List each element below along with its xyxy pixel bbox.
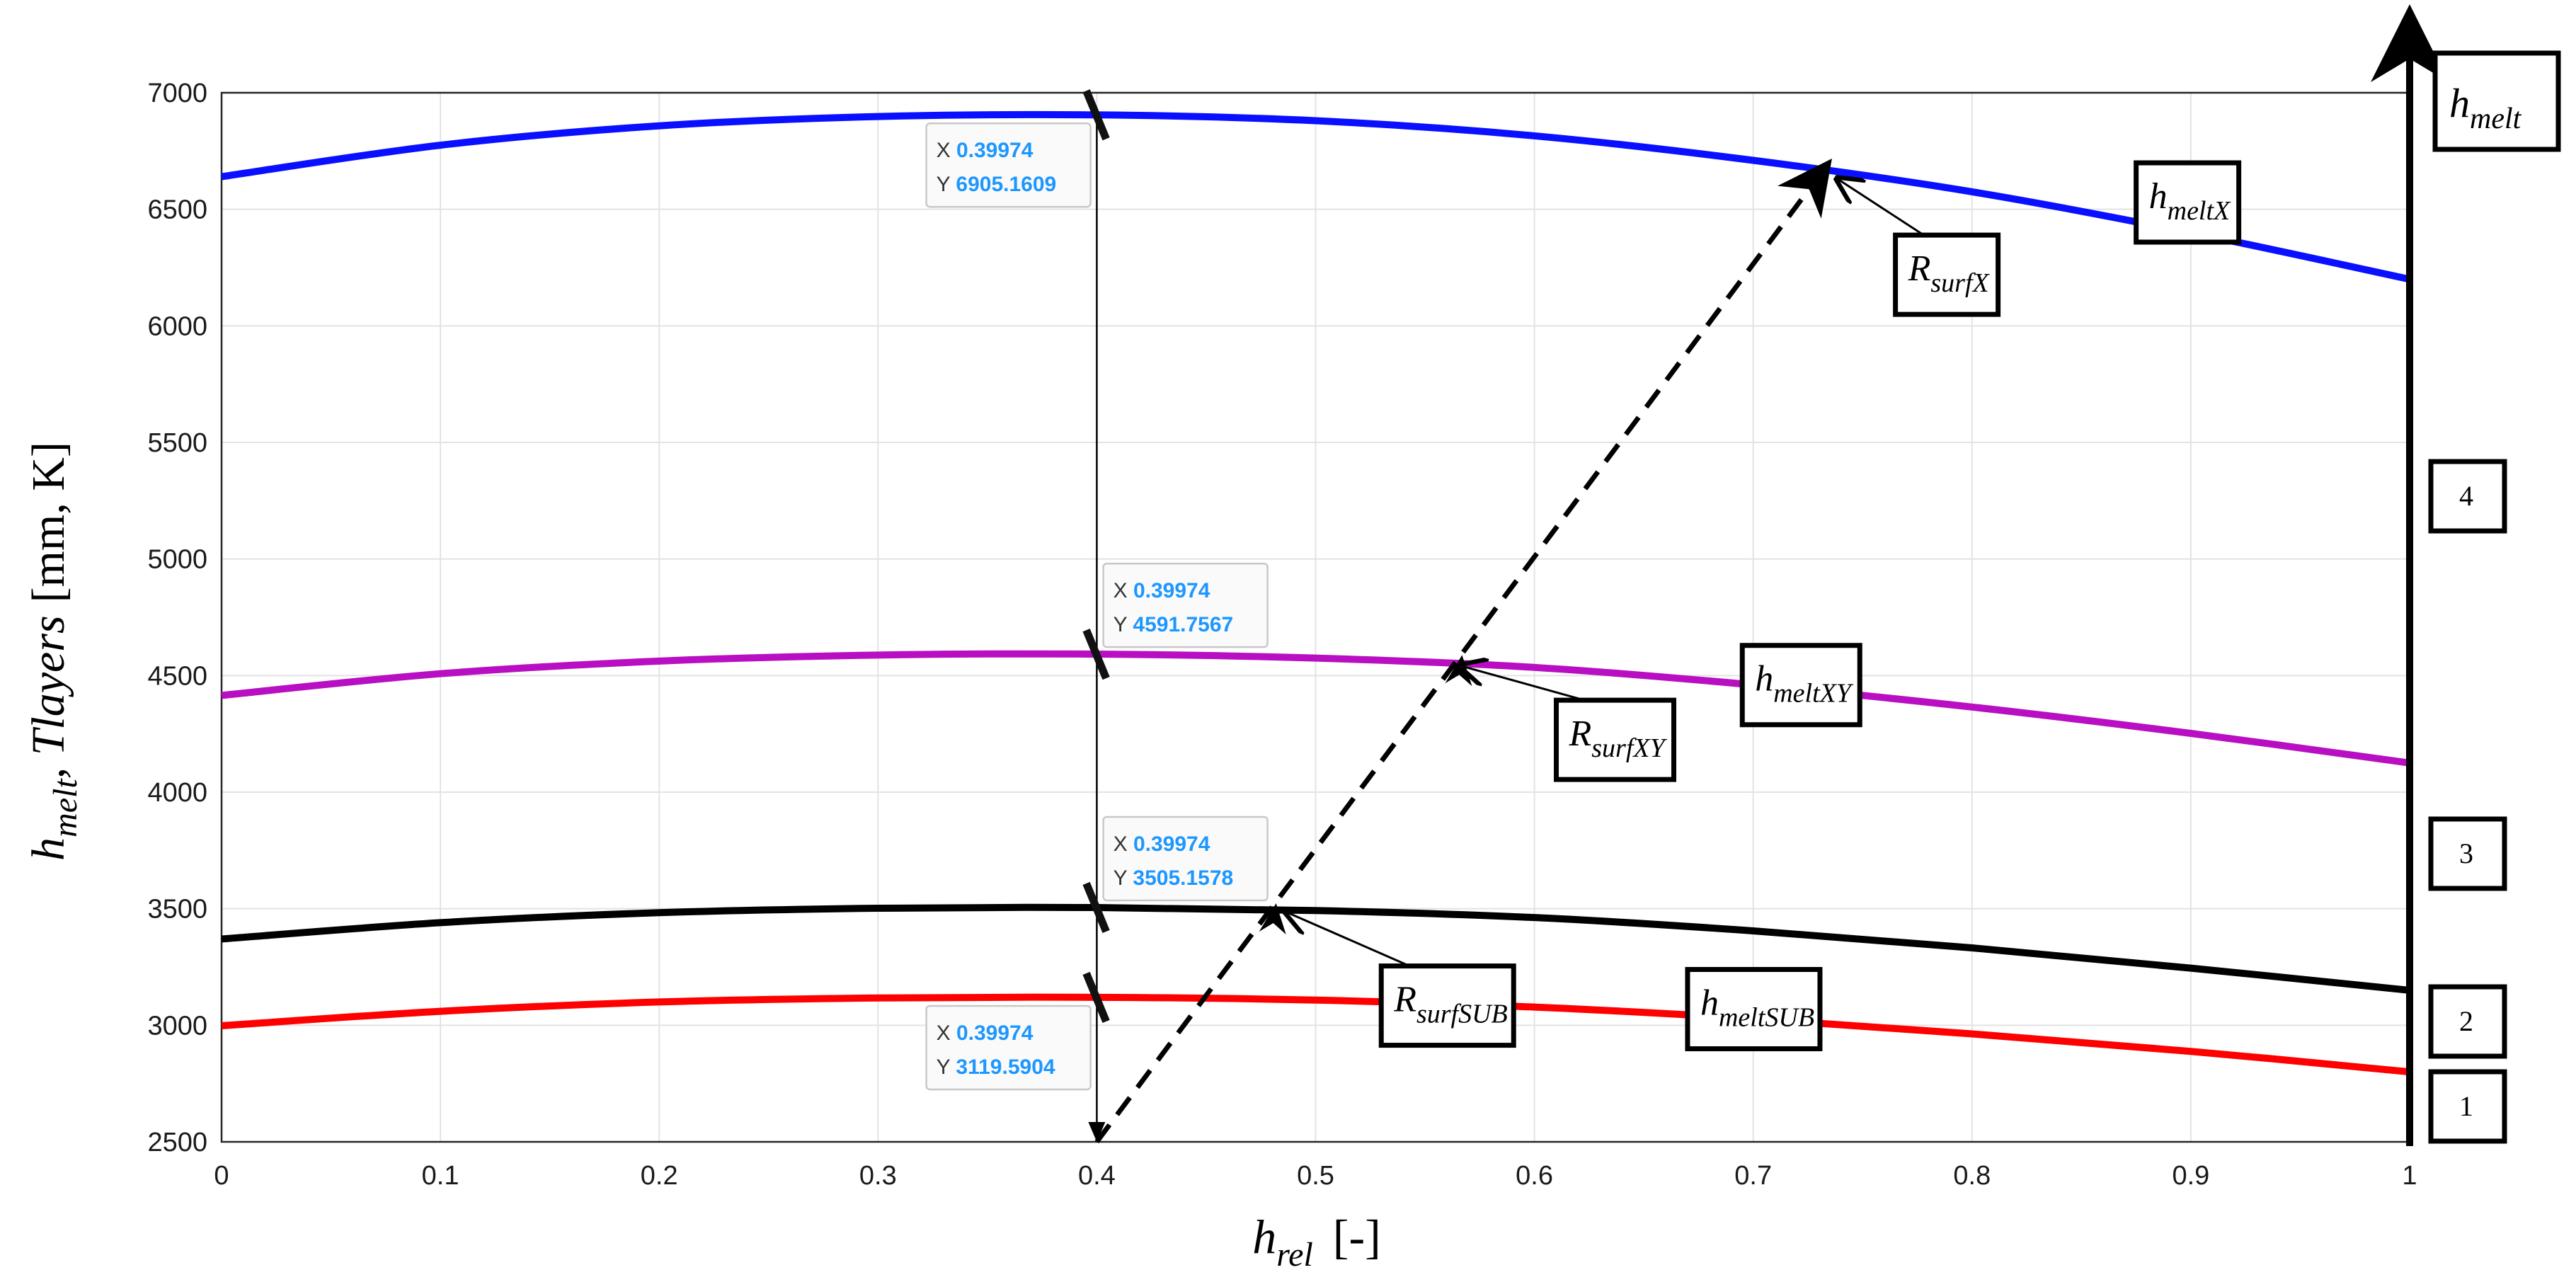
right-axis-title-box: hmelt xyxy=(2432,50,2561,152)
y-tick-label: 6500 xyxy=(147,195,207,225)
svg-text:hmeltSUB: hmeltSUB xyxy=(1700,983,1814,1033)
datatip-mark xyxy=(1082,881,1110,934)
annotations: hmeltX RsurfX hmeltXY RsurfXY RsurfSUB hmeltS… xyxy=(1286,160,2242,1052)
y-tick-label: 6000 xyxy=(147,311,207,341)
x-tick-label: 0.5 xyxy=(1297,1161,1334,1191)
datatip-box xyxy=(1102,815,1269,902)
series-line-hmeltSUB xyxy=(221,993,2410,1076)
x-tick-label: 0.9 xyxy=(2172,1161,2209,1191)
y-tick-label: 7000 xyxy=(147,79,207,108)
y-axis-label: hmelt, Tlayers[mm, K] xyxy=(23,442,84,861)
datatip-mark xyxy=(1082,629,1110,680)
y-tick-label: 2500 xyxy=(147,1128,207,1157)
series-line-hmeltXY xyxy=(221,650,2410,767)
x-tick-label: 0.4 xyxy=(1078,1161,1116,1191)
datatip-x: X 0.39974 xyxy=(1114,579,1210,602)
datatip-x: X 0.39974 xyxy=(937,139,1034,162)
level-box-3: 3 xyxy=(2428,816,2507,891)
annotation-arrow xyxy=(1837,178,1925,236)
datatip-y: Y 6905.1609 xyxy=(937,173,1057,196)
annotation-hmeltX: hmeltX xyxy=(2134,160,2242,245)
datatip-x: X 0.39974 xyxy=(1114,832,1210,856)
x-tick-label: 0 xyxy=(214,1161,229,1191)
annotation-hmeltXY: hmeltXY xyxy=(1739,643,1862,728)
annotation-arrow xyxy=(1286,912,1410,967)
svg-text:4: 4 xyxy=(2459,480,2473,512)
x-tick-label: 0.8 xyxy=(1953,1161,1991,1191)
y-tick-label: 5000 xyxy=(147,545,207,575)
svg-text:2: 2 xyxy=(2459,1005,2473,1037)
x-tick-label: 0.1 xyxy=(422,1161,459,1191)
datatip: X 0.39974 Y 3505.1578 xyxy=(1102,815,1269,902)
y-tick-label: 3000 xyxy=(147,1011,207,1041)
x-tick-label: 0.7 xyxy=(1734,1161,1772,1191)
datatip: X 0.39974 Y 4591.7567 xyxy=(1102,562,1269,648)
svg-text:RsurfXY: RsurfXY xyxy=(1569,714,1668,763)
grid xyxy=(221,92,2410,1143)
datatip-marks xyxy=(1082,89,1110,1024)
svg-text:hmeltXY: hmeltXY xyxy=(1755,659,1854,709)
x-tick-labels: 0 0.1 0.2 0.3 0.4 0.5 0.6 0.7 0.8 0.9 1 xyxy=(214,1161,2417,1191)
y-tick-label: 4000 xyxy=(147,778,207,808)
svg-text:1: 1 xyxy=(2459,1090,2473,1122)
datatip-mark xyxy=(1082,971,1110,1024)
annotation-arrow xyxy=(1460,666,1585,702)
y-tick-label: 3500 xyxy=(147,895,207,925)
right-axis-levels: 1 2 3 4 xyxy=(2428,459,2507,1144)
series-line-hmeltX xyxy=(221,110,2411,283)
datatip-y: Y 3119.5904 xyxy=(937,1055,1055,1079)
datatip: X 0.39974 Y 6905.1609 xyxy=(925,122,1092,208)
x-tick-label: 0.3 xyxy=(859,1161,897,1191)
datatip-box xyxy=(925,1005,1092,1091)
series-line-black xyxy=(221,903,2410,994)
svg-text:3: 3 xyxy=(2459,837,2473,869)
level-box-2: 2 xyxy=(2428,984,2507,1059)
x-tick-label: 0.6 xyxy=(1516,1161,1553,1191)
datatip-y: Y 3505.1578 xyxy=(1114,866,1234,890)
datatip-x: X 0.39974 xyxy=(937,1021,1034,1045)
svg-text:hmeltX: hmeltX xyxy=(2149,176,2231,226)
datatip-mark xyxy=(1082,89,1110,141)
y-tick-label: 5500 xyxy=(147,428,207,458)
x-tick-label: 1 xyxy=(2402,1161,2417,1191)
svg-text:RsurfX: RsurfX xyxy=(1908,248,1991,298)
annotation-RsurfXY: RsurfXY xyxy=(1460,666,1677,782)
dashed-arrow-start-head xyxy=(1088,1122,1106,1142)
datatip: X 0.39974 Y 3119.5904 xyxy=(925,1005,1092,1091)
annotation-RsurfSUB: RsurfSUB xyxy=(1286,912,1516,1048)
x-axis-label: hrel [-] xyxy=(1252,1210,1380,1274)
datatips: X 0.39974 Y 6905.1609 X 0.39974 Y 4591.7567… xyxy=(925,122,1269,1091)
series-lines xyxy=(221,110,2411,1076)
level-box-4: 4 xyxy=(2428,459,2507,534)
dashed-arrow xyxy=(1094,159,1832,1144)
y-tick-labels: 2500 3000 3500 4000 4500 5000 5500 6000 6500 7000 xyxy=(147,79,207,1157)
y-tick-label: 4500 xyxy=(147,661,207,691)
x-tick-label: 0.2 xyxy=(641,1161,678,1191)
level-box-1: 1 xyxy=(2428,1069,2507,1144)
annotation-hmeltSUB: hmeltSUB xyxy=(1685,967,1823,1052)
svg-text:hmelt: hmelt xyxy=(2449,80,2522,135)
annotation-RsurfX: RsurfX xyxy=(1837,178,2001,317)
svg-text:RsurfSUB: RsurfSUB xyxy=(1393,980,1508,1029)
datatip-box xyxy=(925,122,1092,208)
datatip-y: Y 4591.7567 xyxy=(1114,613,1234,636)
datatip-box xyxy=(1102,562,1269,648)
